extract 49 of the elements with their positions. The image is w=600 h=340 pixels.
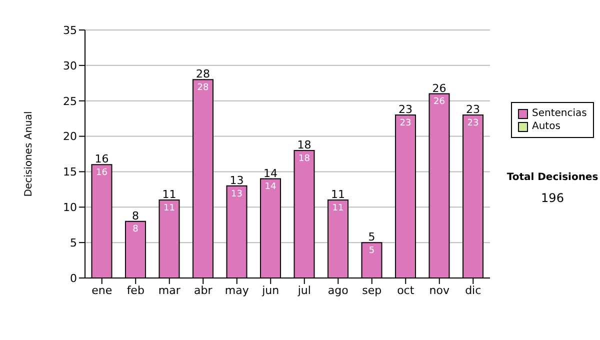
y-tick-label: 35 bbox=[63, 24, 77, 37]
x-tick-label: dic bbox=[465, 284, 482, 297]
data-label: 23 bbox=[467, 118, 479, 128]
y-tick-label: 25 bbox=[63, 94, 77, 108]
total-label: 13 bbox=[230, 174, 244, 187]
x-tick-label: ene bbox=[92, 284, 112, 297]
total-label: 28 bbox=[196, 68, 210, 81]
y-tick-label: 10 bbox=[63, 201, 77, 214]
legend-label: Sentencias bbox=[532, 107, 587, 120]
x-tick-label: oct bbox=[397, 284, 415, 297]
data-label: 18 bbox=[298, 154, 310, 164]
data-label: 13 bbox=[231, 189, 242, 200]
y-tick-label: 15 bbox=[63, 166, 77, 179]
text: 196 bbox=[540, 191, 565, 205]
data-label: 8 bbox=[132, 224, 139, 235]
total-label: 26 bbox=[432, 82, 446, 95]
data-label: 11 bbox=[164, 203, 175, 214]
data-label: 5 bbox=[368, 246, 375, 256]
data-label: 28 bbox=[197, 82, 209, 93]
x-tick-label: ago bbox=[328, 284, 349, 297]
x-tick-label: sep bbox=[362, 284, 382, 297]
legend-label: Autos bbox=[532, 120, 560, 133]
x-tick-label: nov bbox=[429, 284, 450, 297]
y-tick-label: 0 bbox=[70, 272, 77, 285]
x-tick-label: feb bbox=[126, 284, 144, 297]
total-label: 16 bbox=[94, 152, 109, 166]
x-tick-label: jul bbox=[296, 284, 311, 297]
total-label: 8 bbox=[132, 209, 139, 222]
y-tick-label: 5 bbox=[70, 236, 77, 250]
data-label: 11 bbox=[332, 203, 344, 214]
y-tick-label: 20 bbox=[63, 130, 77, 144]
data-label: 14 bbox=[264, 182, 276, 192]
y-axis-title: Decisiones Anual bbox=[24, 111, 35, 197]
data-label: 16 bbox=[96, 168, 108, 178]
total-label: 11 bbox=[162, 188, 176, 202]
total-label: 23 bbox=[466, 103, 480, 116]
total-label: 5 bbox=[368, 230, 376, 244]
x-tick-label: jun bbox=[261, 284, 280, 297]
x-tick-label: mar bbox=[158, 284, 181, 297]
total-label: 14 bbox=[264, 166, 278, 180]
y-tick-label: 30 bbox=[63, 59, 77, 72]
data-label: 23 bbox=[400, 118, 412, 128]
x-tick-label: abr bbox=[194, 284, 213, 297]
x-tick-label: may bbox=[224, 284, 250, 297]
text: Total Decisiones bbox=[506, 172, 600, 183]
total-label: 18 bbox=[297, 138, 312, 152]
total-label: 11 bbox=[331, 188, 345, 202]
data-label: 26 bbox=[434, 97, 446, 108]
total-label: 23 bbox=[398, 103, 412, 116]
